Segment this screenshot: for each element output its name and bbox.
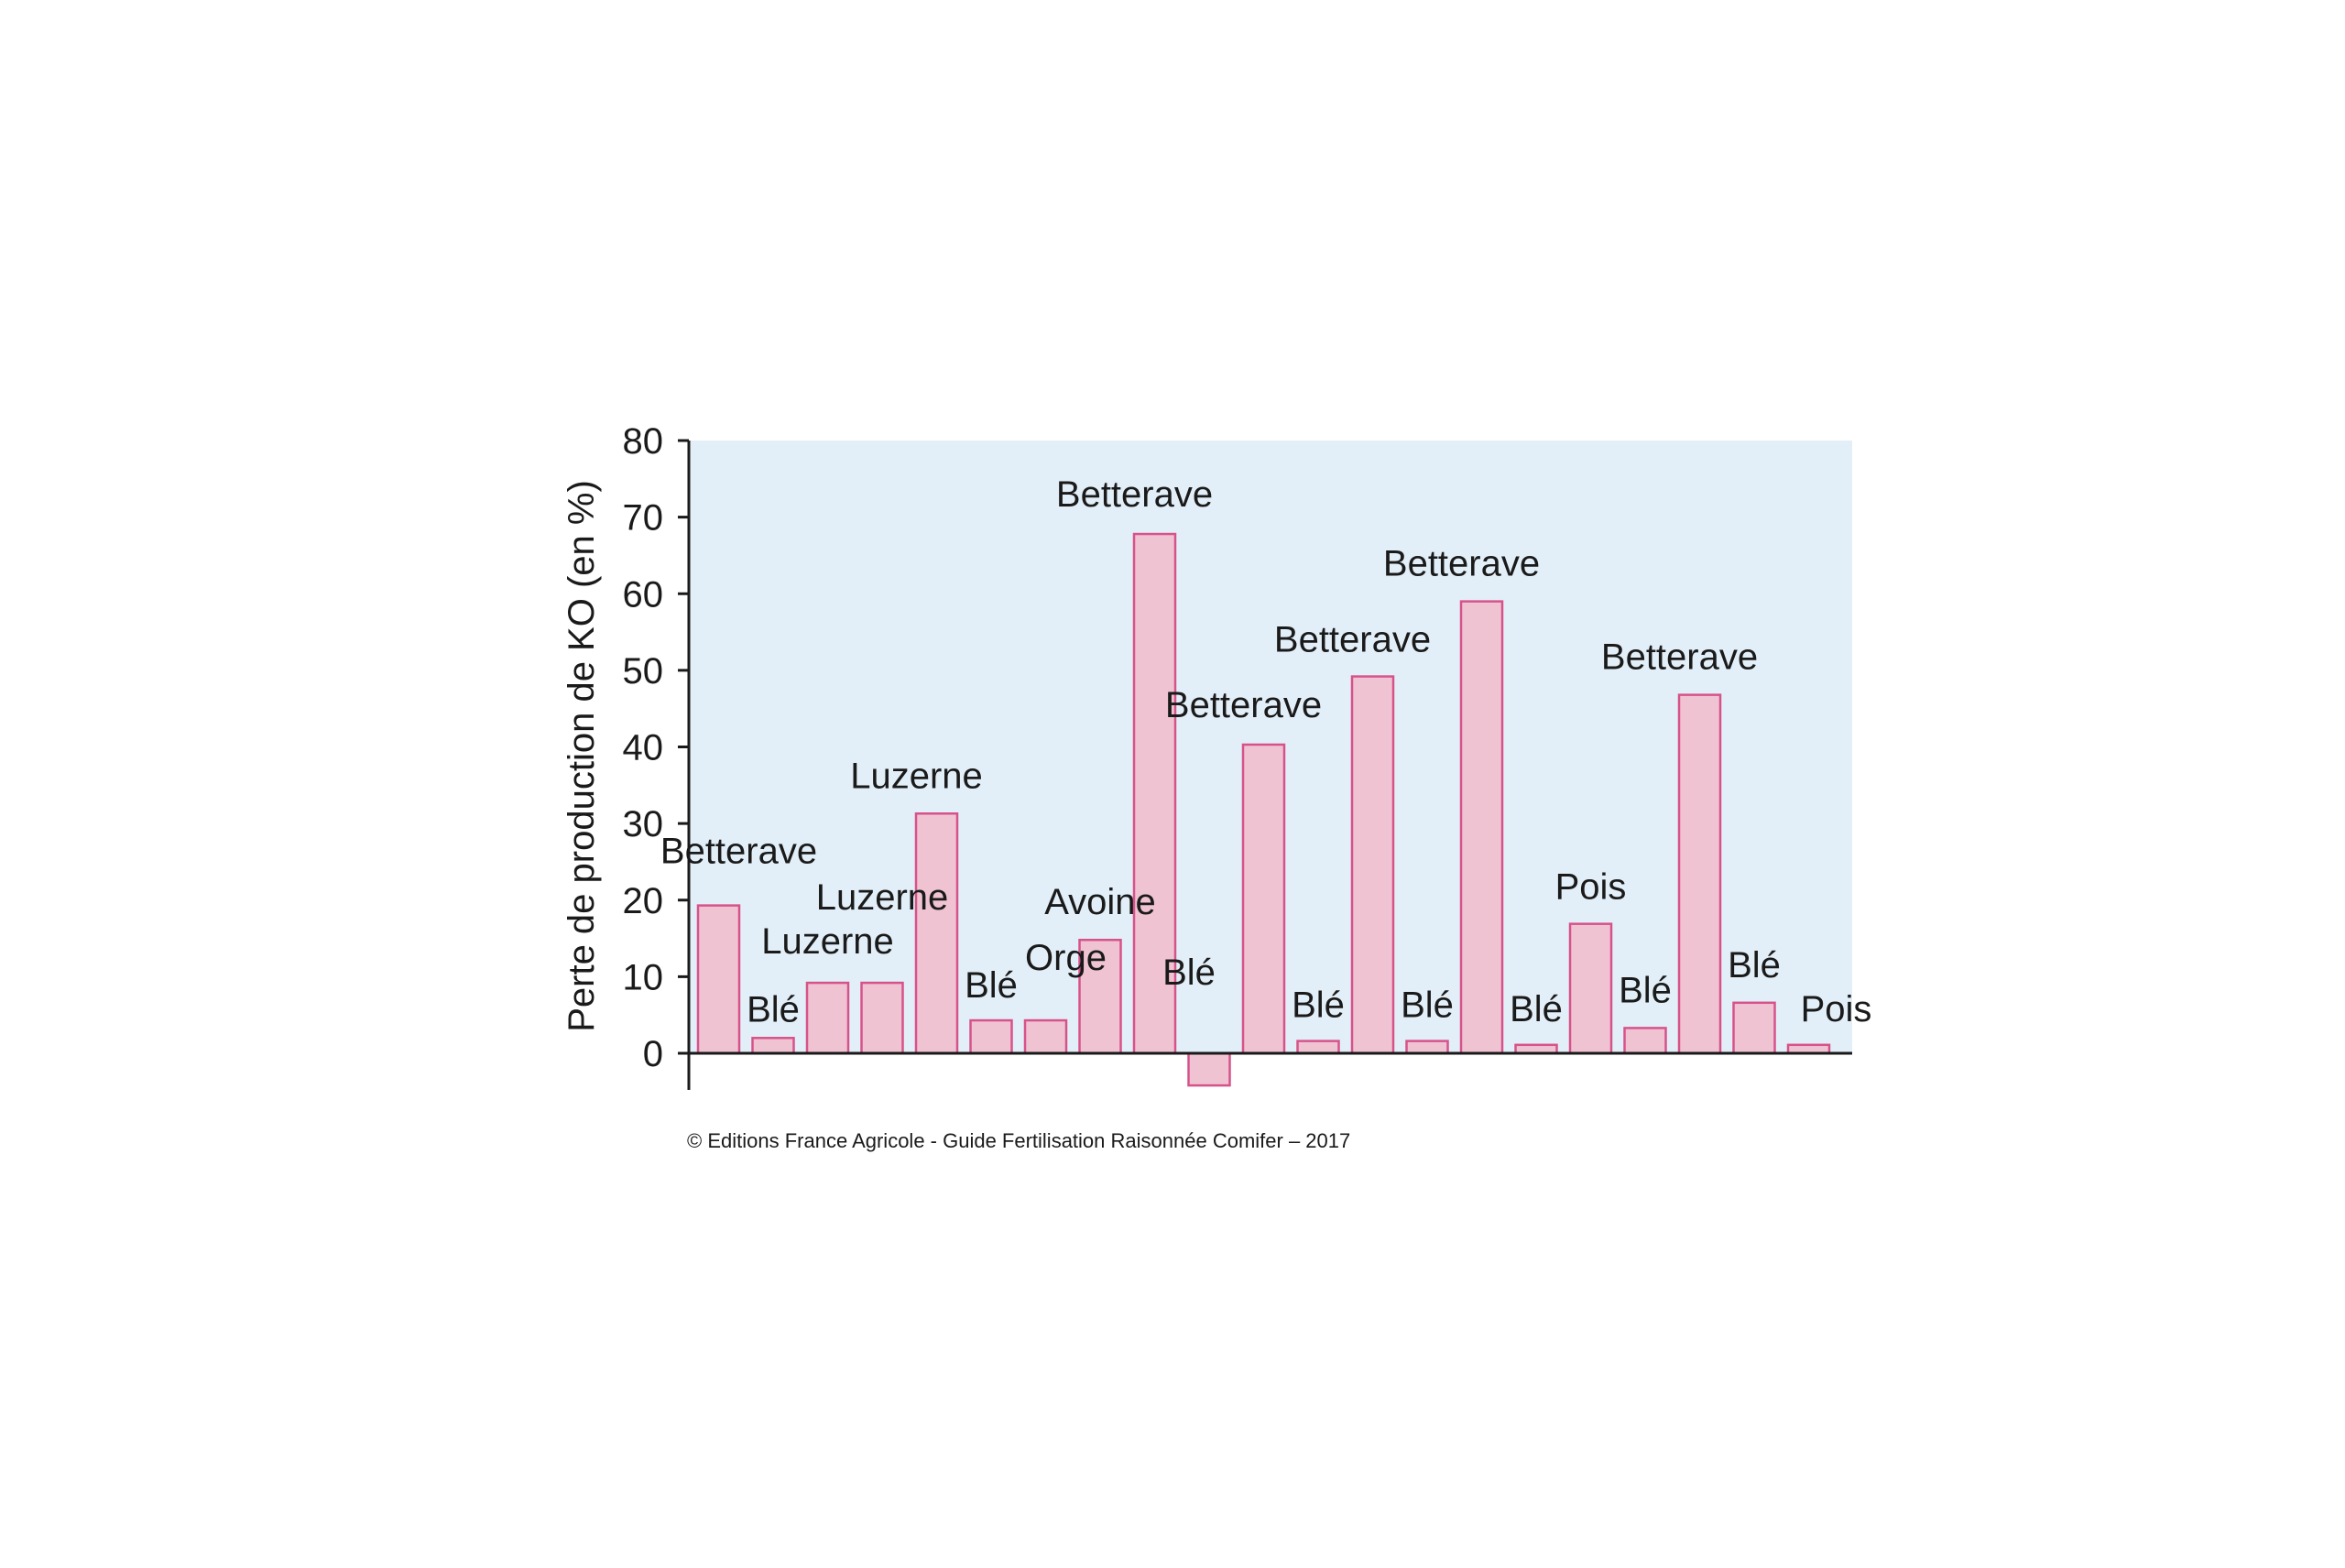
bar-1: [696, 904, 741, 1055]
bar-5: [914, 812, 959, 1055]
bar-label-10: Blé: [1162, 953, 1216, 993]
bar-label-8: Avoine: [1044, 882, 1156, 922]
y-tick-label: 60: [623, 574, 664, 615]
y-tick-label: 40: [623, 728, 664, 768]
y-tick-label: 20: [623, 881, 664, 921]
bar-label-20: Blé: [1728, 945, 1781, 985]
y-tick-label: 30: [623, 804, 664, 844]
y-tick-label: 80: [623, 421, 664, 462]
bar-14: [1405, 1040, 1449, 1055]
bar-label-9: Betterave: [1056, 474, 1213, 515]
bars-group: [696, 532, 1831, 1087]
bar-label-16: Blé: [1510, 989, 1563, 1029]
axes-group: [687, 441, 1852, 1090]
bar-4: [860, 981, 904, 1055]
bar-label-5: Luzerne: [850, 756, 983, 796]
bar-19: [1677, 693, 1722, 1055]
bar-label-17: Pois: [1555, 867, 1627, 908]
bar-label-7: Orge: [1025, 938, 1107, 978]
bar-label-21: Pois: [1801, 989, 1872, 1029]
bar-3: [805, 981, 850, 1055]
bar-label-13: Betterave: [1274, 620, 1431, 660]
bar-2: [751, 1037, 795, 1055]
bar-17: [1568, 922, 1613, 1055]
bar-label-1: Betterave: [660, 832, 817, 872]
bar-13: [1350, 675, 1395, 1055]
y-tick-label: 10: [623, 957, 664, 997]
bar-label-14: Blé: [1401, 985, 1454, 1026]
bar-label-3: Luzerne: [761, 921, 894, 962]
bar-20: [1732, 1001, 1776, 1055]
y-tick-label: 0: [643, 1034, 663, 1074]
bar-8: [1078, 938, 1122, 1055]
y-axis-title: Perte de production de KO (en %): [562, 480, 602, 1032]
y-tick-label: 70: [623, 498, 664, 539]
bar-18: [1623, 1027, 1667, 1055]
bar-label-18: Blé: [1619, 970, 1672, 1010]
credit-text: © Editions France Agricole - Guide Ferti…: [687, 1129, 1350, 1152]
bar-label-15: Betterave: [1383, 544, 1540, 584]
bar-label-4: Luzerne: [816, 877, 949, 918]
bar-6: [969, 1018, 1013, 1055]
y-ticks-group: 0 10 20 30 40 50 60 70 80: [623, 421, 689, 1074]
bar-15: [1459, 600, 1504, 1055]
bar-7: [1023, 1018, 1068, 1055]
bar-12: [1296, 1040, 1340, 1055]
bar-label-12: Blé: [1292, 985, 1345, 1026]
bar-labels-group: BetteraveBléLuzerneLuzerneLuzerneBléOrge…: [660, 474, 1872, 1029]
bar-11: [1241, 743, 1286, 1055]
bar-9: [1132, 532, 1177, 1055]
y-tick-label: 50: [623, 651, 664, 691]
bar-label-19: Betterave: [1601, 637, 1758, 678]
bar-label-6: Blé: [965, 965, 1018, 1006]
bar-label-11: Betterave: [1165, 685, 1322, 725]
bar-label-2: Blé: [747, 989, 800, 1029]
bar-10: [1187, 1051, 1231, 1087]
